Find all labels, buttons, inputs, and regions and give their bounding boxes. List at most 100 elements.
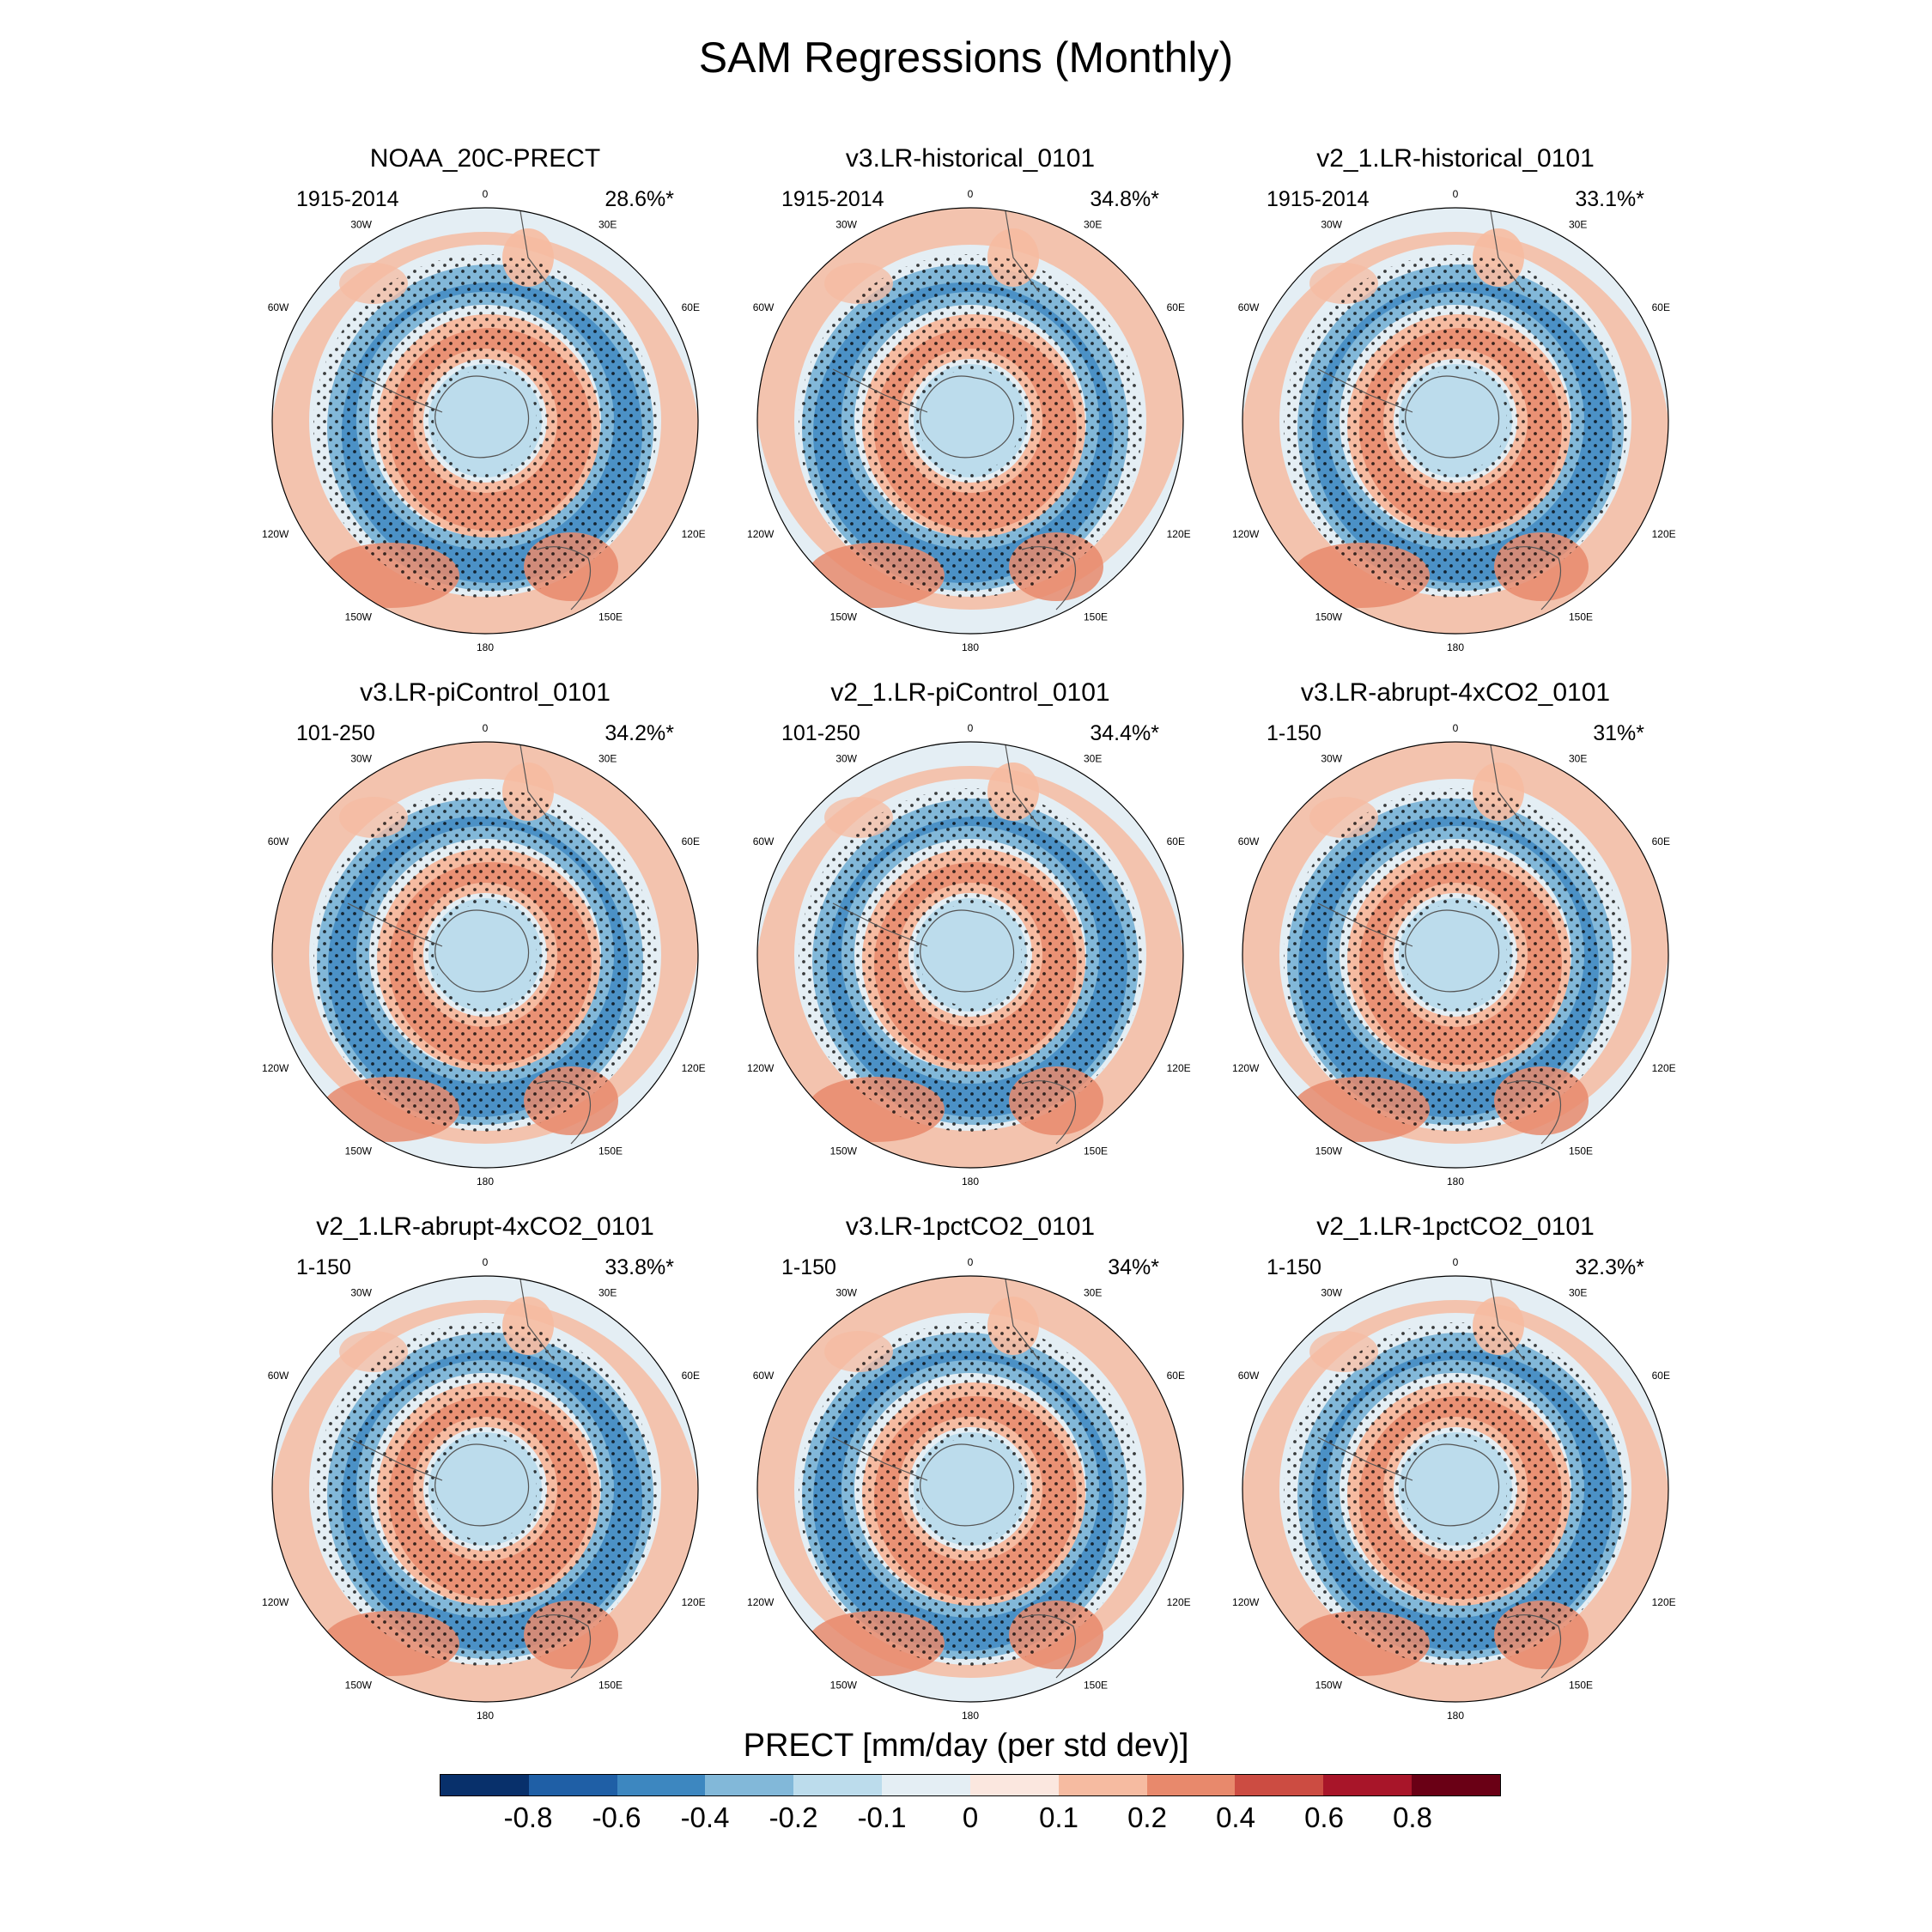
longitude-label: 180 xyxy=(477,1710,494,1722)
longitude-label: 150W xyxy=(345,611,373,623)
longitude-label: 30E xyxy=(598,1286,617,1298)
panel-period: 1-150 xyxy=(296,1255,351,1279)
panel-title: v2_1.LR-abrupt-4xCO2_0101 xyxy=(316,1212,654,1241)
longitude-label: 150W xyxy=(1315,1145,1343,1157)
longitude-label: 30W xyxy=(350,218,372,230)
colorbar-tick-label: -0.1 xyxy=(857,1801,907,1833)
longitude-label: 60W xyxy=(1238,835,1260,848)
longitude-label: 180 xyxy=(477,641,494,653)
polar-map: 030E60E90E120E150E180150W120W90W60W30W xyxy=(1232,1256,1676,1722)
longitude-label: 0 xyxy=(968,188,974,200)
longitude-label: 120E xyxy=(1167,528,1191,540)
polar-map: 030E60E90E120E150E180150W120W90W60W30W xyxy=(747,188,1191,653)
colorbar-swatch xyxy=(617,1775,706,1795)
longitude-label: 180 xyxy=(1447,641,1464,653)
longitude-label: 60E xyxy=(682,301,700,313)
longitude-label: 150W xyxy=(1315,1680,1343,1692)
longitude-label: 60E xyxy=(1652,1370,1670,1382)
panel-period: 1-150 xyxy=(781,1255,836,1279)
map-panel: v2_1.LR-abrupt-4xCO2_0101 1-150 33.8%* 0 30E… xyxy=(262,1212,708,1745)
precip-field xyxy=(757,1276,1183,1702)
colorbar-tick-label: -0.4 xyxy=(680,1801,730,1833)
longitude-label: 150W xyxy=(345,1145,373,1157)
panel-explained-variance: 34.4%* xyxy=(1090,721,1159,745)
colorbar-swatch xyxy=(1058,1775,1147,1795)
precip-field xyxy=(1242,1276,1668,1702)
longitude-label: 150W xyxy=(1315,611,1343,623)
colorbar-swatch xyxy=(793,1775,883,1795)
longitude-label: 0 xyxy=(968,1256,974,1268)
longitude-label: 120W xyxy=(262,1062,289,1074)
longitude-label: 0 xyxy=(483,1256,489,1268)
longitude-label: 120W xyxy=(1232,1596,1260,1608)
polar-map: 030E60E90E120E150E180150W120W90W60W30W xyxy=(747,722,1191,1188)
colorbar-tick-label: 0.8 xyxy=(1393,1801,1432,1833)
longitude-label: 120W xyxy=(262,528,289,540)
colorbar-swatch xyxy=(1412,1775,1500,1795)
panel-title: v3.LR-1pctCO2_0101 xyxy=(845,1212,1096,1241)
longitude-label: 30W xyxy=(1321,752,1342,764)
longitude-label: 150W xyxy=(830,611,858,623)
colorbar-swatch xyxy=(440,1775,529,1795)
precip-field xyxy=(757,742,1183,1168)
longitude-label: 30E xyxy=(1569,752,1587,764)
longitude-label: 60W xyxy=(753,1370,775,1382)
longitude-label: 30W xyxy=(835,1286,857,1298)
panel-explained-variance: 28.6%* xyxy=(605,187,674,211)
colorbar-tick-label: -0.8 xyxy=(503,1801,553,1833)
longitude-label: 150E xyxy=(1084,1145,1108,1157)
map-panel: v2_1.LR-historical_0101 1915-2014 33.1%* 0 3… xyxy=(1232,144,1679,677)
longitude-label: 30W xyxy=(835,218,857,230)
colorbar-tick-label: 0.2 xyxy=(1127,1801,1167,1833)
colorbar-tick-label: -0.2 xyxy=(769,1801,818,1833)
precip-field xyxy=(272,1276,698,1702)
longitude-label: 120W xyxy=(747,528,775,540)
longitude-label: 180 xyxy=(962,1710,979,1722)
longitude-label: 120W xyxy=(1232,528,1260,540)
colorbar-labels: -0.8 -0.6 -0.4 -0.2 -0.1 0 0.1 0.2 0.4 0.6 0.8 xyxy=(0,1801,1932,1844)
panel-title: v2_1.LR-1pctCO2_0101 xyxy=(1316,1212,1595,1241)
panel-period: 1-150 xyxy=(1267,1255,1321,1279)
longitude-label: 120E xyxy=(682,1596,706,1608)
longitude-label: 120W xyxy=(262,1596,289,1608)
panel-title: v2_1.LR-historical_0101 xyxy=(1316,144,1595,173)
longitude-label: 120E xyxy=(1167,1062,1191,1074)
colorbar-swatch xyxy=(969,1775,1059,1795)
longitude-label: 150E xyxy=(1569,1145,1593,1157)
polar-map: 030E60E90E120E150E180150W120W90W60W30W xyxy=(1232,188,1676,653)
panel-title: v3.LR-abrupt-4xCO2_0101 xyxy=(1300,678,1611,707)
longitude-label: 120E xyxy=(682,1062,706,1074)
precip-field xyxy=(272,208,698,634)
longitude-label: 150W xyxy=(830,1145,858,1157)
panel-explained-variance: 33.8%* xyxy=(605,1255,674,1279)
map-panel: v2_1.LR-piControl_0101 101-250 34.4%* 0 30E 6… xyxy=(747,678,1194,1211)
longitude-label: 60W xyxy=(268,301,289,313)
precip-field xyxy=(757,208,1183,634)
panel-title: v3.LR-historical_0101 xyxy=(845,144,1096,173)
longitude-label: 60E xyxy=(682,1370,700,1382)
longitude-label: 180 xyxy=(962,1176,979,1188)
panel-title: v2_1.LR-piControl_0101 xyxy=(830,678,1110,707)
longitude-label: 120E xyxy=(1652,528,1676,540)
longitude-label: 120W xyxy=(747,1596,775,1608)
longitude-label: 0 xyxy=(1453,722,1459,734)
colorbar-tick-label: 0.4 xyxy=(1216,1801,1255,1833)
panel-explained-variance: 34%* xyxy=(1108,1255,1159,1279)
longitude-label: 30E xyxy=(1084,752,1102,764)
map-panel: v3.LR-piControl_0101 101-250 34.2%* 0 30E 60E… xyxy=(262,678,708,1211)
longitude-label: 120E xyxy=(1652,1596,1676,1608)
figure-title: SAM Regressions (Monthly) xyxy=(698,33,1234,82)
longitude-label: 180 xyxy=(962,641,979,653)
longitude-label: 60E xyxy=(682,835,700,848)
longitude-label: 0 xyxy=(968,722,974,734)
colorbar-swatch xyxy=(1146,1775,1236,1795)
longitude-label: 30E xyxy=(1569,1286,1587,1298)
longitude-label: 30E xyxy=(1569,218,1587,230)
panel-period: 1-150 xyxy=(1267,721,1321,745)
longitude-label: 60W xyxy=(753,301,775,313)
longitude-label: 30W xyxy=(1321,1286,1342,1298)
panel-title: v3.LR-piControl_0101 xyxy=(360,678,611,707)
longitude-label: 120W xyxy=(747,1062,775,1074)
longitude-label: 150E xyxy=(598,1680,623,1692)
